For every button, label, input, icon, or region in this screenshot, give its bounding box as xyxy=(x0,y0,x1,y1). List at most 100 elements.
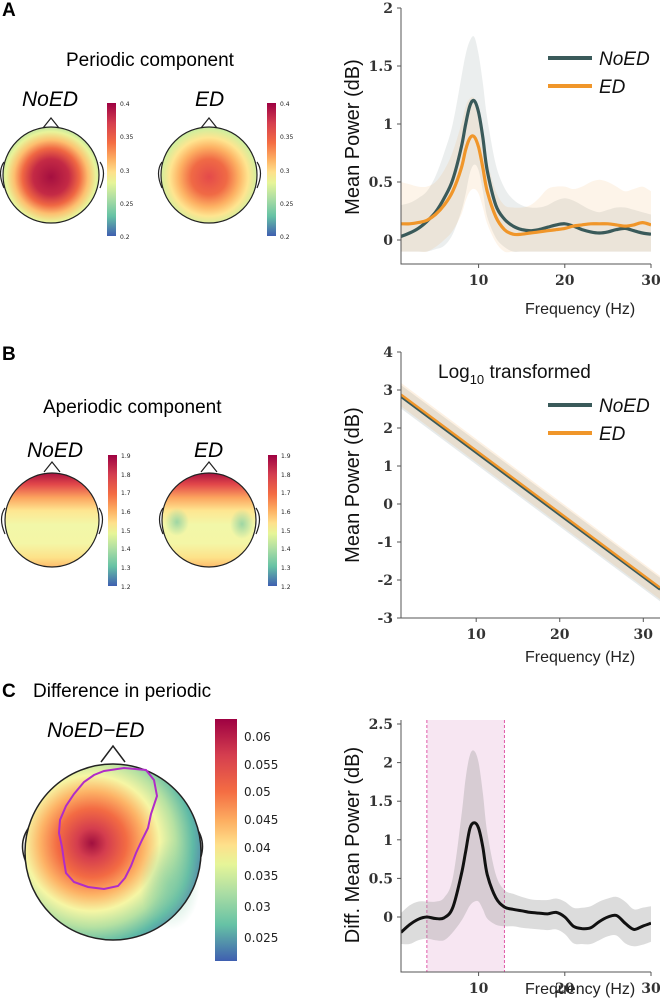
xtick-label: 10 xyxy=(466,627,486,643)
cb-tick: 1.6 xyxy=(281,509,291,516)
ear-right-icon xyxy=(98,507,104,535)
colorbar-a-noed xyxy=(107,103,116,236)
colorbar-a-ed-ticks: 0.4 0.35 0.3 0.25 0.2 xyxy=(280,101,294,241)
map-c-label: NoED−ED xyxy=(47,719,144,742)
cb-tick: 1.6 xyxy=(121,509,131,516)
legend-label-noed: NoED xyxy=(599,49,650,70)
topomap-c xyxy=(21,744,204,941)
xtick-label: 20 xyxy=(550,627,570,643)
ytick-label: 0 xyxy=(383,910,393,926)
chart-a: 0 0.5 1 1.5 2 10 20 30 Frequency (Hz) Mean Pow… xyxy=(342,1,660,318)
ytick-label: 2.5 xyxy=(369,717,393,733)
cb-tick: 0.2 xyxy=(280,234,290,241)
cb-tick: 1.4 xyxy=(281,546,291,553)
colorbar-b-noed-ticks: 1.9 1.8 1.7 1.6 1.5 1.4 1.3 1.2 xyxy=(121,453,131,591)
cb-tick: 1.7 xyxy=(121,490,131,497)
ytick-label: 1.5 xyxy=(369,794,393,810)
legend-label-ed: ED xyxy=(599,77,626,98)
topomap-head xyxy=(2,126,100,224)
chart-c-axes xyxy=(400,720,651,973)
legend-label-ed: ED xyxy=(599,424,626,445)
ear-right-icon xyxy=(255,507,261,535)
ear-left-icon xyxy=(0,507,6,535)
topomap-head xyxy=(160,126,258,224)
chart-b-xlabel: Frequency (Hz) xyxy=(525,649,635,666)
series-line-ed xyxy=(401,134,651,237)
topomap-outline xyxy=(24,763,202,941)
xtick-label: 20 xyxy=(555,273,575,289)
map-a-noed-label: NoED xyxy=(22,88,78,111)
xtick-label: 30 xyxy=(641,273,660,289)
roi-outline xyxy=(57,766,159,891)
cb-tick: 0.03 xyxy=(244,900,271,914)
cb-tick: 1.3 xyxy=(121,565,131,572)
series-line-noed xyxy=(401,98,651,238)
colorbar-a-noed-ticks: 0.4 0.35 0.3 0.25 0.2 xyxy=(120,101,134,241)
cb-tick: 1.3 xyxy=(281,565,291,572)
ytick-label: 0.5 xyxy=(369,871,393,887)
ytick-label: 1 xyxy=(383,117,393,133)
cb-tick: 1.2 xyxy=(121,584,131,591)
cb-tick: 1.7 xyxy=(281,490,291,497)
cb-tick: 0.4 xyxy=(120,101,130,108)
xtick-label: 10 xyxy=(469,981,489,997)
cb-tick: 0.4 xyxy=(280,101,290,108)
legend-label-noed: NoED xyxy=(599,396,650,417)
xtick-label: 20 xyxy=(555,981,575,997)
topomap-head xyxy=(4,472,100,568)
ear-right-icon xyxy=(256,161,262,189)
cb-tick: 1.5 xyxy=(121,528,131,535)
ci-band-noed-ed xyxy=(401,750,651,947)
panel-a-title: Periodic component xyxy=(66,50,235,71)
chart-b: -3 -2 -1 0 1 2 3 4 10 20 30 Frequency (Hz) Mean P… xyxy=(342,345,660,666)
ytick-label: 0 xyxy=(383,497,393,513)
cb-tick: 0.25 xyxy=(280,201,294,208)
nose-icon xyxy=(100,744,126,763)
topomap-spot xyxy=(140,840,200,930)
panel-letter-a: A xyxy=(2,0,16,21)
chart-a-legend: NoED ED xyxy=(548,49,650,98)
topomap-a-ed xyxy=(157,117,262,224)
ytick-label: 2 xyxy=(383,756,393,772)
panel-b-title: Aperiodic component xyxy=(43,397,222,418)
map-b-noed-label: NoED xyxy=(27,439,83,462)
cb-tick: 0.025 xyxy=(244,931,278,945)
chart-a-ylabel: Mean Power (dB) xyxy=(342,59,364,215)
colorbar-b-ed xyxy=(268,455,277,586)
map-a-ed-label: ED xyxy=(195,88,224,111)
ytick-label: 2 xyxy=(383,1,393,17)
chart-c-ylabel: Diff. Mean Power (dB) xyxy=(342,747,364,943)
cb-tick: 1.9 xyxy=(281,453,291,460)
cb-tick: 0.2 xyxy=(120,234,130,241)
chart-c-xlabel: Frequency (Hz) xyxy=(525,981,635,998)
cb-tick: 1.5 xyxy=(281,528,291,535)
colorbar-b-ed-ticks: 1.9 1.8 1.7 1.6 1.5 1.4 1.3 1.2 xyxy=(281,453,291,591)
chart-c: 0 0.5 1 1.5 2 2.5 10 20 30 Frequency (Hz) Diff.… xyxy=(342,717,660,998)
ytick-label: -2 xyxy=(377,573,393,589)
cb-tick: 1.9 xyxy=(121,453,131,460)
colorbar-c xyxy=(215,719,237,961)
cb-tick: 1.2 xyxy=(281,584,291,591)
ytick-label: 0.5 xyxy=(369,175,393,191)
nose-icon xyxy=(43,461,61,473)
ytick-label: 1 xyxy=(383,833,393,849)
ci-band-noed xyxy=(401,36,651,252)
topomap-spot xyxy=(165,508,189,536)
chart-b-ylabel: Mean Power (dB) xyxy=(342,407,364,563)
topomap-b-noed xyxy=(0,461,104,568)
cb-tick: 0.06 xyxy=(244,730,271,744)
topomap-a-noed xyxy=(0,117,105,224)
ytick-label: -1 xyxy=(377,535,393,551)
ytick-label: 2 xyxy=(383,421,393,437)
ytick-label: 1.5 xyxy=(369,59,393,75)
cb-tick: 1.4 xyxy=(121,546,131,553)
ytick-label: 0 xyxy=(383,233,393,249)
cb-tick: 0.05 xyxy=(244,785,271,799)
panel-letter-c: C xyxy=(2,681,16,702)
ytick-label: -3 xyxy=(377,611,393,627)
xtick-label: 10 xyxy=(469,273,489,289)
series-line-ed xyxy=(401,393,660,589)
ear-right-icon xyxy=(99,161,105,189)
colorbar-a-ed xyxy=(267,103,276,236)
colorbar-b-noed xyxy=(108,455,117,586)
